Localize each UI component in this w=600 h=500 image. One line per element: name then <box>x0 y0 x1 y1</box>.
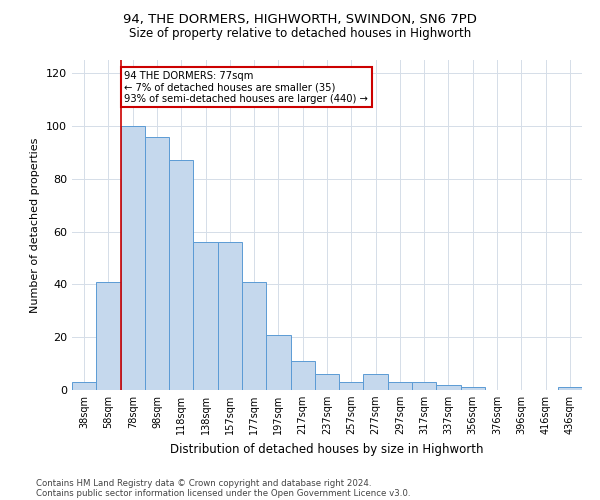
Text: 94 THE DORMERS: 77sqm
← 7% of detached houses are smaller (35)
93% of semi-detac: 94 THE DORMERS: 77sqm ← 7% of detached h… <box>124 70 368 104</box>
Bar <box>461 388 485 390</box>
Bar <box>193 242 218 390</box>
Text: Contains public sector information licensed under the Open Government Licence v3: Contains public sector information licen… <box>36 488 410 498</box>
Bar <box>242 282 266 390</box>
Bar <box>218 242 242 390</box>
Bar <box>364 374 388 390</box>
Bar <box>121 126 145 390</box>
Bar <box>436 384 461 390</box>
Bar <box>290 361 315 390</box>
Y-axis label: Number of detached properties: Number of detached properties <box>31 138 40 312</box>
Bar <box>558 388 582 390</box>
Bar <box>145 136 169 390</box>
Text: 94, THE DORMERS, HIGHWORTH, SWINDON, SN6 7PD: 94, THE DORMERS, HIGHWORTH, SWINDON, SN6… <box>123 12 477 26</box>
Bar <box>96 282 121 390</box>
Bar <box>339 382 364 390</box>
X-axis label: Distribution of detached houses by size in Highworth: Distribution of detached houses by size … <box>170 442 484 456</box>
Text: Contains HM Land Registry data © Crown copyright and database right 2024.: Contains HM Land Registry data © Crown c… <box>36 478 371 488</box>
Bar <box>169 160 193 390</box>
Bar <box>266 334 290 390</box>
Bar <box>388 382 412 390</box>
Text: Size of property relative to detached houses in Highworth: Size of property relative to detached ho… <box>129 28 471 40</box>
Bar <box>315 374 339 390</box>
Bar <box>412 382 436 390</box>
Bar <box>72 382 96 390</box>
